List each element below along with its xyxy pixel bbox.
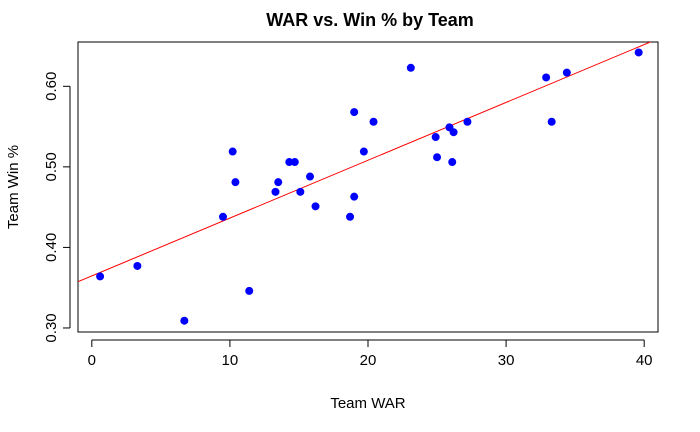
x-tick-label: 20 (360, 352, 377, 369)
data-point (562, 68, 571, 77)
data-point (433, 153, 442, 162)
data-point (448, 158, 457, 167)
data-point (290, 158, 299, 167)
x-tick-label: 30 (498, 352, 515, 369)
data-point (231, 178, 240, 187)
y-tick-label: 0.50 (43, 152, 60, 181)
data-point (369, 117, 378, 126)
data-point (449, 128, 458, 137)
data-point (350, 108, 359, 117)
regression-line-group (78, 42, 652, 283)
x-axis-label: Team WAR (330, 395, 405, 412)
plot-frame (77, 41, 659, 333)
data-point (547, 117, 556, 126)
data-point (180, 316, 189, 325)
data-points (96, 48, 643, 325)
y-tick-label: 0.60 (43, 72, 60, 101)
y-axis-label: Team Win % (5, 145, 22, 229)
y-axis: 0.30 0.40 0.50 0.60 (43, 72, 71, 343)
data-point (350, 192, 359, 201)
data-point (306, 172, 314, 181)
data-point (271, 187, 280, 196)
data-point (463, 117, 472, 126)
data-point (542, 73, 551, 82)
x-tick-label: 40 (636, 352, 653, 369)
regression-line (78, 42, 652, 283)
data-point (406, 63, 415, 72)
data-point (96, 272, 105, 281)
x-tick-label: 10 (222, 352, 239, 369)
data-point (228, 147, 237, 156)
data-point (296, 187, 305, 196)
data-point (431, 133, 440, 142)
data-point (346, 212, 355, 221)
data-point (359, 147, 368, 156)
data-point (245, 286, 254, 295)
data-point (311, 202, 320, 211)
chart-title: WAR vs. Win % by Team (266, 10, 474, 30)
data-point (634, 48, 643, 57)
x-tick-label: 0 (88, 352, 96, 369)
y-tick-label: 0.30 (43, 313, 60, 342)
data-point (285, 158, 294, 167)
y-tick-label: 0.40 (43, 233, 60, 262)
data-point (219, 212, 227, 221)
x-axis: 0 10 20 30 40 (88, 339, 653, 369)
data-point (133, 261, 142, 270)
plot-area (77, 41, 659, 333)
data-point (274, 178, 283, 187)
